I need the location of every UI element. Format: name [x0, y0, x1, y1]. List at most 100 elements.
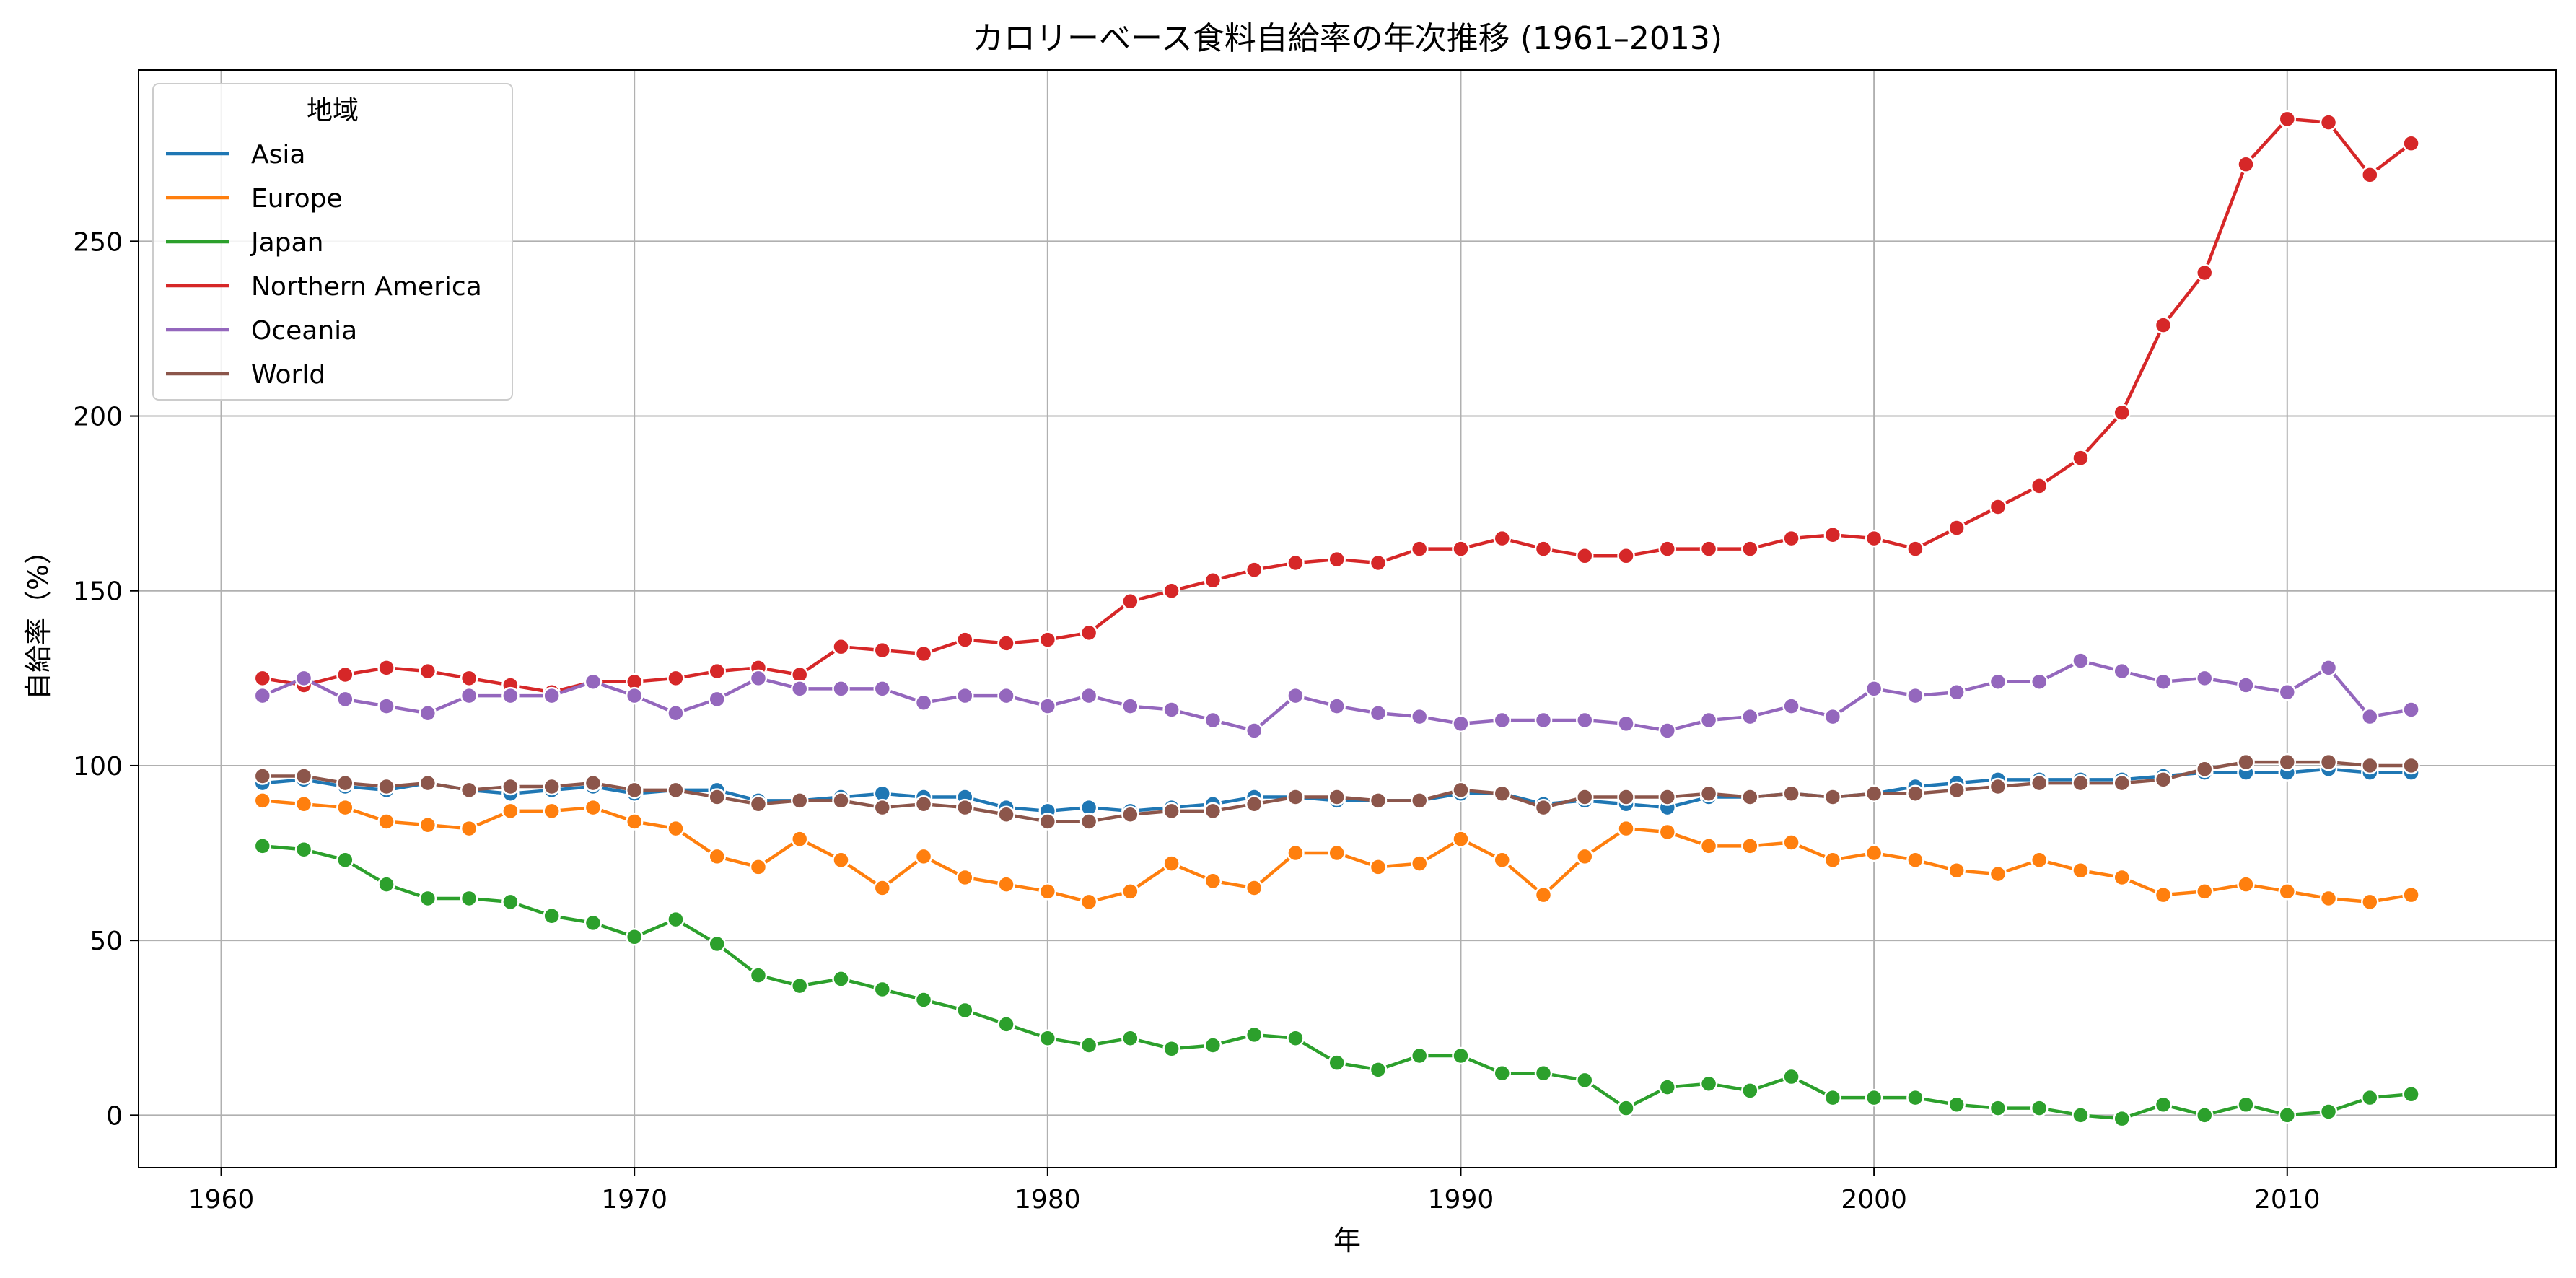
data-point-japan — [2278, 1106, 2297, 1124]
series-layer — [253, 110, 2420, 1128]
data-point-japan — [419, 889, 437, 908]
data-point-oceania — [2072, 652, 2090, 670]
legend-item-northern-america: Northern America — [166, 272, 482, 302]
data-point-oceania — [1493, 711, 1511, 730]
data-point-northern-america — [1245, 561, 1263, 579]
data-point-japan — [2237, 1095, 2255, 1114]
legend-title: 地域 — [307, 96, 359, 126]
data-point-northern-america — [997, 634, 1015, 652]
data-point-oceania — [1162, 701, 1180, 719]
data-point-world — [2402, 756, 2420, 775]
data-point-world — [749, 795, 768, 813]
data-point-oceania — [997, 686, 1015, 705]
data-point-europe — [1617, 819, 1635, 838]
data-point-japan — [1410, 1046, 1429, 1065]
data-point-oceania — [1328, 697, 1346, 715]
y-tick-label: 250 — [73, 227, 123, 257]
data-point-northern-america — [377, 659, 395, 677]
y-tick-label: 200 — [73, 403, 123, 432]
data-point-northern-america — [1204, 571, 1222, 590]
data-point-world — [1121, 805, 1139, 824]
data-point-japan — [1162, 1040, 1180, 1058]
data-point-japan — [1782, 1067, 1800, 1086]
data-point-europe — [832, 851, 850, 869]
data-point-japan — [2030, 1099, 2049, 1117]
legend-label: Europe — [251, 184, 343, 214]
data-point-japan — [997, 1015, 1015, 1033]
data-point-oceania — [749, 669, 768, 688]
data-point-oceania — [294, 669, 313, 688]
data-point-europe — [1038, 883, 1057, 901]
series-line-japan — [262, 844, 2411, 1121]
data-point-world — [1658, 788, 1677, 806]
data-point-northern-america — [2278, 110, 2297, 128]
data-point-northern-america — [1038, 631, 1057, 649]
data-point-japan — [2154, 1095, 2173, 1114]
series-line-northern-america — [262, 117, 2412, 694]
data-point-europe — [2195, 883, 2214, 901]
data-point-oceania — [1121, 697, 1139, 715]
chart-title: カロリーベース食料自給率の年次推移 (1961–2013) — [972, 20, 1722, 57]
data-point-japan — [914, 991, 933, 1009]
data-point-oceania — [2278, 683, 2297, 701]
x-tick-label: 2010 — [2254, 1185, 2321, 1214]
data-point-oceania — [1410, 707, 1429, 726]
data-point-world — [708, 788, 726, 806]
data-point-world — [1038, 813, 1057, 831]
y-tick-label: 0 — [106, 1101, 123, 1131]
data-point-oceania — [667, 704, 685, 722]
data-point-japan — [708, 935, 726, 953]
data-point-oceania — [2030, 673, 2049, 691]
data-point-japan — [1823, 1088, 1842, 1107]
data-point-oceania — [2195, 669, 2214, 688]
data-point-japan — [1121, 1029, 1139, 1048]
data-point-world — [584, 774, 603, 792]
data-point-oceania — [1782, 697, 1800, 715]
data-point-northern-america — [832, 638, 850, 656]
data-point-japan — [749, 966, 768, 984]
data-point-world — [625, 781, 644, 800]
legend-items: Asia Europe Japan Northern America Oceania Wo… — [166, 140, 482, 390]
data-point-europe — [1121, 883, 1139, 901]
data-point-world — [336, 774, 354, 792]
data-point-japan — [625, 928, 644, 946]
legend-label: Oceania — [251, 316, 357, 346]
data-point-europe — [2030, 851, 2049, 869]
data-point-europe — [1287, 844, 1305, 862]
data-point-europe — [1162, 854, 1180, 872]
data-point-northern-america — [1079, 623, 1098, 642]
data-point-northern-america — [1989, 498, 2007, 516]
data-point-europe — [1699, 837, 1718, 855]
data-point-japan — [1906, 1088, 1924, 1107]
data-point-oceania — [2361, 707, 2379, 726]
data-point-world — [1410, 792, 1429, 810]
data-point-world — [1204, 802, 1222, 820]
data-point-europe — [914, 847, 933, 866]
data-point-oceania — [253, 686, 272, 705]
legend-label: Japan — [250, 228, 323, 258]
data-point-northern-america — [1410, 540, 1429, 558]
data-point-northern-america — [708, 662, 726, 680]
data-point-world — [501, 777, 520, 796]
data-point-world — [543, 777, 561, 796]
data-point-world — [956, 798, 974, 817]
data-point-oceania — [790, 680, 809, 698]
data-point-world — [1328, 788, 1346, 806]
data-point-northern-america — [1328, 550, 1346, 569]
data-point-northern-america — [2154, 316, 2173, 334]
data-point-oceania — [501, 686, 520, 705]
data-point-oceania — [1369, 704, 1388, 722]
data-point-japan — [1493, 1064, 1511, 1082]
data-point-oceania — [1534, 711, 1553, 730]
legend-item-japan: Japan — [166, 228, 323, 258]
data-point-europe — [1576, 847, 1594, 866]
data-point-oceania — [1204, 711, 1222, 730]
data-point-japan — [667, 910, 685, 929]
data-point-europe — [501, 802, 520, 820]
data-point-europe — [419, 816, 437, 834]
data-point-oceania — [1865, 680, 1883, 698]
data-point-northern-america — [2195, 263, 2214, 282]
data-point-japan — [1989, 1099, 2007, 1117]
data-point-europe — [2402, 885, 2420, 904]
